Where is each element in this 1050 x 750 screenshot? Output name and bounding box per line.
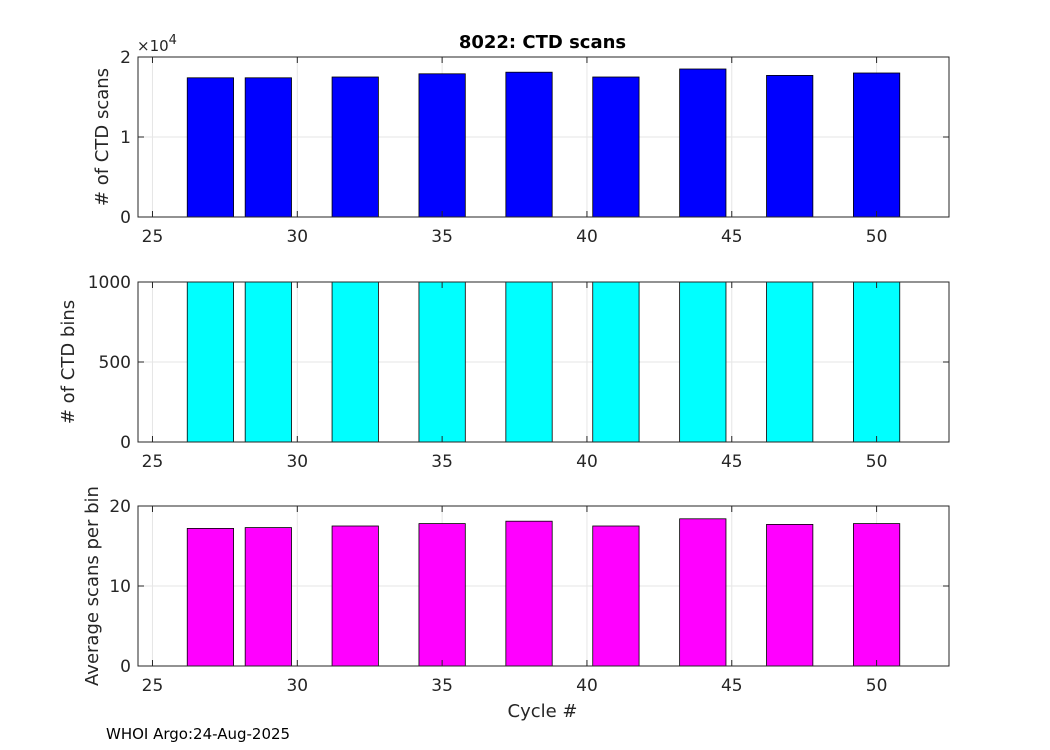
panel-scans-xtick-label: 40	[576, 227, 598, 247]
panel-avg-bar	[186, 528, 234, 667]
panel-avg-ylabel: Average scans per bin	[82, 486, 103, 686]
panel-bins-bar	[331, 281, 379, 443]
panel-bins-bar	[679, 281, 727, 443]
panel-scans-bar	[766, 75, 814, 218]
panel-bins-bar	[766, 281, 814, 443]
panel-bins-ytick-label: 0	[120, 433, 131, 453]
panel-bins-bar	[853, 281, 901, 443]
panel-avg-bar	[853, 523, 901, 667]
panel-scans-bar	[418, 73, 466, 218]
panel-avg-xtick-label: 40	[576, 676, 598, 696]
panel-bins-ytick-label: 1000	[88, 273, 131, 293]
panel-avg-bar	[766, 524, 814, 667]
panel-bins-xtick-label: 35	[431, 452, 453, 472]
panel-avg-bar	[592, 525, 640, 667]
panel-scans-xtick-label: 25	[142, 227, 164, 247]
panel-bins-xtick-label: 45	[721, 452, 743, 472]
panel-scans-bar	[331, 76, 379, 218]
panel-bins-ylabel: # of CTD bins	[58, 300, 79, 424]
panel-scans-ytick-label: 1	[120, 128, 131, 148]
panel-bins-bar	[244, 281, 292, 443]
panel-scans-ytick-label: 2	[120, 48, 131, 68]
panel-scans-bar	[186, 77, 234, 218]
panel-scans-bar	[505, 71, 553, 218]
panel-scans-bar	[679, 68, 727, 218]
panel-bins-xtick-label: 50	[866, 452, 888, 472]
panel-bins-bar	[505, 281, 553, 443]
panel-scans-ytick-label: 0	[120, 208, 131, 228]
panel-scans-ylabel: # of CTD scans	[92, 68, 113, 206]
panel-bins-xtick-label: 25	[142, 452, 164, 472]
panel-scans-bar	[592, 76, 640, 218]
panel-avg-bar	[418, 523, 466, 667]
panel-scans-xtick-label: 50	[866, 227, 888, 247]
panel-scans-xtick-label: 35	[431, 227, 453, 247]
panel-avg-bar	[505, 520, 553, 667]
panel-bins-ytick-label: 500	[99, 353, 131, 373]
panel-scans-y-exponent: ×104	[137, 33, 177, 55]
panel-avg-xtick-label: 30	[286, 676, 308, 696]
panel-bins-xtick-label: 30	[286, 452, 308, 472]
panel-scans-xtick-label: 30	[286, 227, 308, 247]
panel-avg-bar	[244, 527, 292, 667]
panel-avg-xlabel: Cycle #	[508, 701, 578, 722]
panel-avg-xtick-label: 50	[866, 676, 888, 696]
panel-bins-bar	[592, 281, 640, 443]
panel-avg-ytick-label: 0	[120, 657, 131, 677]
panel-avg-xtick-label: 25	[142, 676, 164, 696]
panel-scans-xtick-label: 45	[721, 227, 743, 247]
panel-avg-ytick-label: 10	[109, 577, 131, 597]
panel-avg-xtick-label: 35	[431, 676, 453, 696]
footer-stamp: WHOI Argo:24-Aug-2025	[106, 725, 291, 743]
panel-scans-bar	[853, 72, 901, 218]
panel-scans-title: 8022: CTD scans	[459, 32, 626, 53]
panel-avg-ytick-label: 20	[109, 497, 131, 517]
panel-scans-bar	[244, 77, 292, 218]
panel-avg-xtick-label: 45	[721, 676, 743, 696]
panel-bins-xtick-label: 40	[576, 452, 598, 472]
panel-bins-bar	[418, 281, 466, 443]
panel-bins-bar	[186, 281, 234, 443]
panel-avg-bar	[679, 518, 727, 667]
panel-avg-bar	[331, 525, 379, 667]
